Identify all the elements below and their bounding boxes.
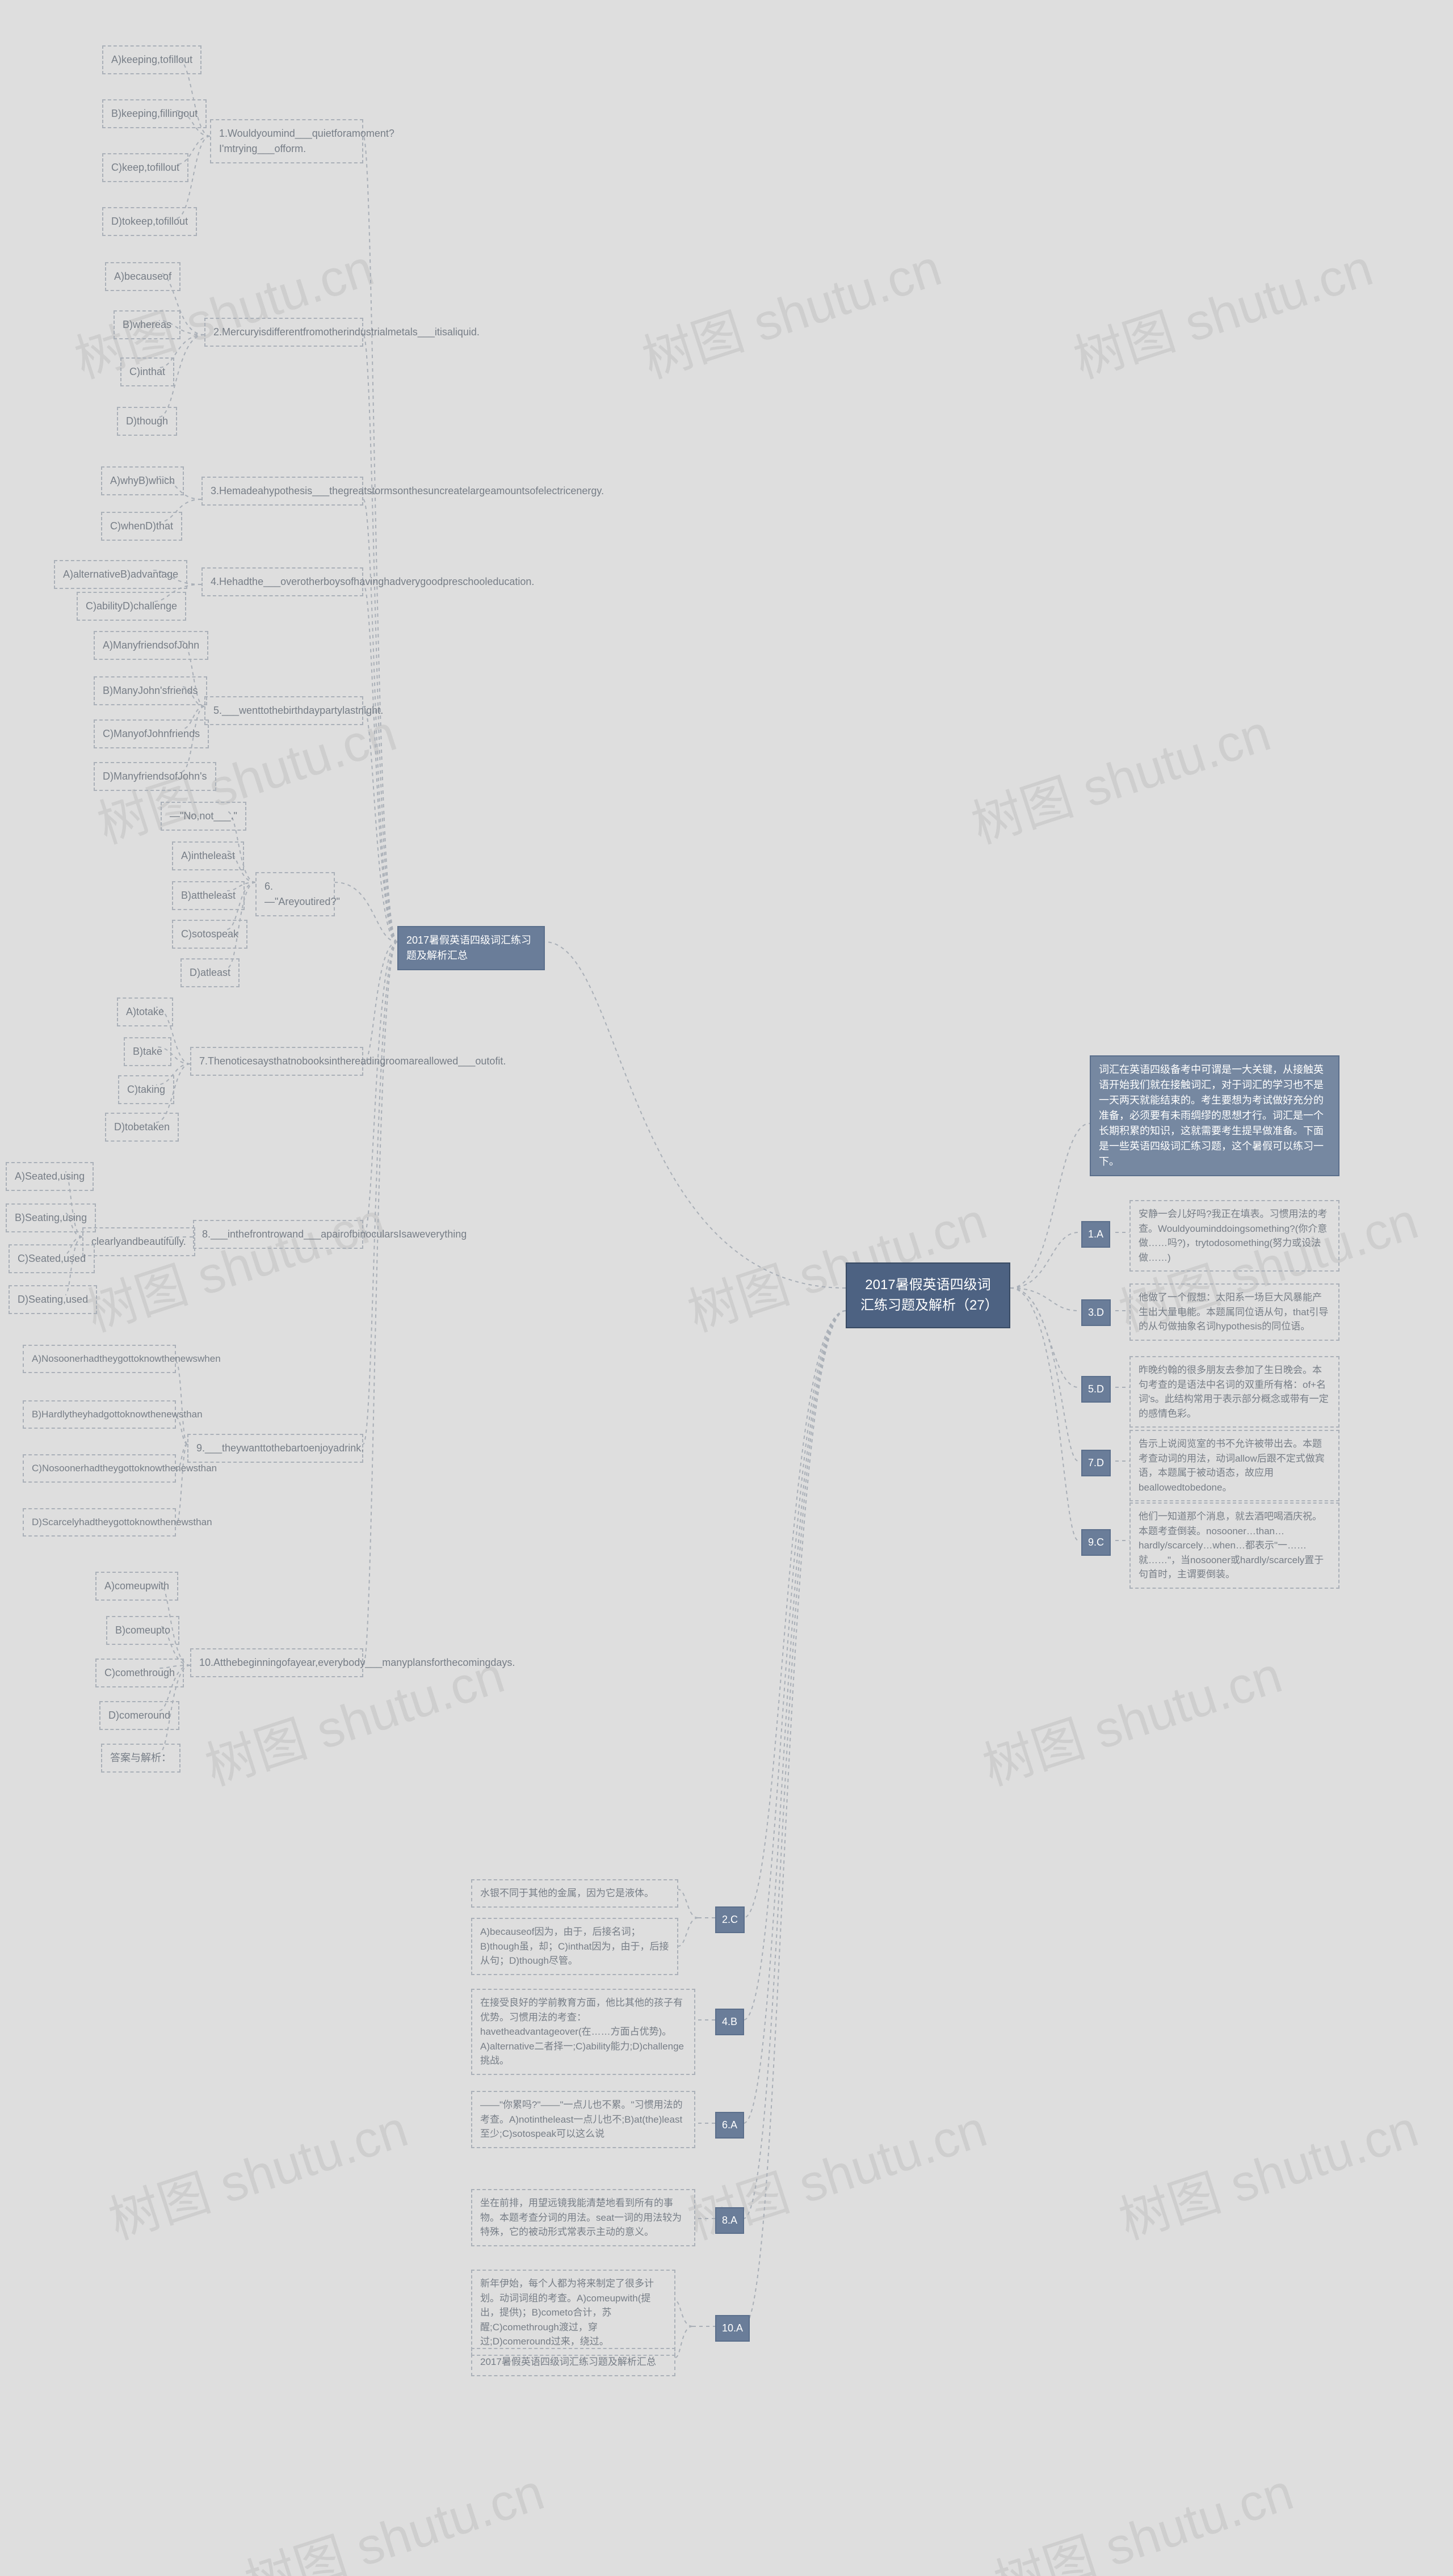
- q4-opt-a: A)alternativeB)advantage: [54, 560, 187, 589]
- root-node: 2017暑假英语四级词汇练习题及解析（27）: [846, 1262, 1010, 1328]
- q10-opt-c: C)comethrough: [95, 1659, 184, 1687]
- q1-opt-a: A)keeping,tofillout: [102, 45, 201, 74]
- q7-opt-c: C)taking: [118, 1075, 174, 1104]
- q2-opt-d: D)though: [117, 407, 177, 436]
- q10-stem: 10.Atthebeginningofayear,everybody___man…: [190, 1648, 363, 1677]
- ans-text-5: 昨晚约翰的很多朋友去参加了生日晚会。本句考查的是语法中名词的双重所有格：of+名…: [1129, 1356, 1339, 1428]
- q1-opt-c: C)keep,tofillout: [102, 153, 188, 182]
- q5-opt-c: C)ManyofJohnfriends: [94, 719, 209, 748]
- q7-opt-b: B)take: [124, 1037, 171, 1066]
- q8-opt-c: C)Seated,used: [9, 1244, 95, 1273]
- ans-text-8: 坐在前排，用望远镜我能清楚地看到所有的事物。本题考查分词的用法。seat一词的用…: [471, 2189, 695, 2246]
- ans-text-6: ——"你累吗?"——"一点儿也不累。"习惯用法的考查。A)notinthelea…: [471, 2091, 695, 2148]
- ans-label-8: 8.A: [715, 2207, 744, 2234]
- q1-opt-d: D)tokeep,tofillout: [102, 207, 197, 236]
- ans-label-10: 10.A: [715, 2315, 750, 2342]
- q9-opt-b: B)Hardlytheyhadgottoknowthenewsthan: [23, 1400, 176, 1429]
- q4-stem: 4.Hehadthe___overotherboysofhavinghadver…: [201, 567, 363, 596]
- ans-label-6: 6.A: [715, 2112, 744, 2139]
- ans-text-7: 告示上说阅览室的书不允许被带出去。本题考查动词的用法，动词allow后跟不定式做…: [1129, 1430, 1339, 1501]
- q5-opt-d: D)ManyfriendsofJohn's: [94, 762, 216, 791]
- q2-opt-a: A)becauseof: [105, 262, 180, 291]
- q10-opt-b: B)comeupto: [106, 1616, 179, 1645]
- ans-text-9: 他们一知道那个消息，就去酒吧喝酒庆祝。本题考查倒装。nosooner…than……: [1129, 1502, 1339, 1589]
- q9-stem: 9.___theywanttothebartoenjoyadrink.: [187, 1434, 363, 1463]
- q8-opt-d: D)Seating,used: [9, 1285, 97, 1314]
- intro-node: 词汇在英语四级备考中可谓是一大关键，从接触英语开始我们就在接触词汇，对于词汇的学…: [1090, 1055, 1339, 1176]
- q8-opt-a: A)Seated,using: [6, 1162, 94, 1191]
- q10-opt-e: 答案与解析：: [101, 1744, 180, 1773]
- ans-label-1: 1.A: [1081, 1221, 1110, 1248]
- ans-label-7: 7.D: [1081, 1450, 1111, 1476]
- q8-stem: 8.___inthefrontrowand___apairofbinocular…: [193, 1220, 363, 1249]
- q10-opt-a: A)comeupwith: [95, 1572, 178, 1601]
- q4-opt-b: C)abilityD)challenge: [77, 592, 186, 621]
- q7-opt-d: D)tobetaken: [105, 1113, 179, 1142]
- q3-opt-b: C)whenD)that: [101, 512, 182, 541]
- ans-label-2: 2.C: [715, 1906, 745, 1933]
- q7-opt-a: A)totake: [117, 997, 173, 1026]
- q7-stem: 7.Thenoticesaysthatnobooksinthereadingro…: [190, 1047, 363, 1076]
- q9-opt-c: C)Nosoonerhadtheygottoknowthenewsthan: [23, 1454, 176, 1483]
- summary-node: 2017暑假英语四级词汇练习题及解析汇总: [397, 926, 545, 970]
- q6-stem: 6.—"Areyoutired?": [255, 872, 335, 916]
- ans-text-3: 他做了一个假想：太阳系一场巨大风暴能产生出大量电能。本题属同位语从句，that引…: [1129, 1283, 1339, 1341]
- q9-opt-a: A)Nosoonerhadtheygottoknowthenewswhen: [23, 1345, 176, 1373]
- q8-extra: clearlyandbeautifully.: [82, 1227, 195, 1256]
- q2-opt-c: C)inthat: [120, 357, 174, 386]
- ans-text-4: 在接受良好的学前教育方面，他比其他的孩子有优势。习惯用法的考查：havethea…: [471, 1989, 695, 2075]
- ans-label-3: 3.D: [1081, 1299, 1111, 1326]
- q8-opt-b: B)Seating,using: [6, 1203, 96, 1232]
- q2-opt-b: B)whereas: [114, 310, 180, 339]
- ans-label-5: 5.D: [1081, 1376, 1111, 1403]
- ans-text-10a: 新年伊始，每个人都为将来制定了很多计划。动词词组的考查。A)comeupwith…: [471, 2270, 675, 2356]
- ans-text-2a: 水银不同于其他的金属，因为它是液体。: [471, 1879, 678, 1908]
- q6-opt-d: D)atleast: [180, 958, 240, 987]
- q3-stem: 3.Hemadeahypothesis___thegreatstormsonth…: [201, 477, 363, 506]
- q3-opt-a: A)whyB)which: [101, 466, 184, 495]
- ans-text-1: 安静一会儿好吗?我正在填表。习惯用法的考查。Wouldyouminddoings…: [1129, 1200, 1339, 1272]
- q1-stem: 1.Wouldyoumind___quietforamoment?I'mtryi…: [210, 119, 363, 163]
- q5-stem: 5.___wenttothebirthdaypartylastnight.: [204, 696, 363, 725]
- q10-opt-d: D)comeround: [99, 1701, 179, 1730]
- q5-opt-b: B)ManyJohn'sfriends: [94, 676, 207, 705]
- q6-opt-b: B)attheleast: [172, 881, 245, 910]
- ans-text-2b: A)becauseof因为，由于，后接名词；B)though虽，却；C)inth…: [471, 1918, 678, 1975]
- q6-opt-a: A)intheleast: [172, 841, 244, 870]
- q1-opt-b: B)keeping,fillingout: [102, 99, 207, 128]
- ans-label-4: 4.B: [715, 2009, 744, 2035]
- q9-opt-d: D)Scarcelyhadtheygottoknowthenewsthan: [23, 1508, 176, 1537]
- q6-opt-c: C)sotospeak: [172, 920, 247, 949]
- q5-opt-a: A)ManyfriendsofJohn: [94, 631, 208, 660]
- q2-stem: 2.Mercuryisdifferentfromotherindustrialm…: [204, 318, 363, 347]
- ans-label-9: 9.C: [1081, 1529, 1111, 1556]
- ans-text-10b: 2017暑假英语四级词汇练习题及解析汇总: [471, 2348, 675, 2376]
- q6-opt-0: —"No,not___.": [161, 802, 246, 831]
